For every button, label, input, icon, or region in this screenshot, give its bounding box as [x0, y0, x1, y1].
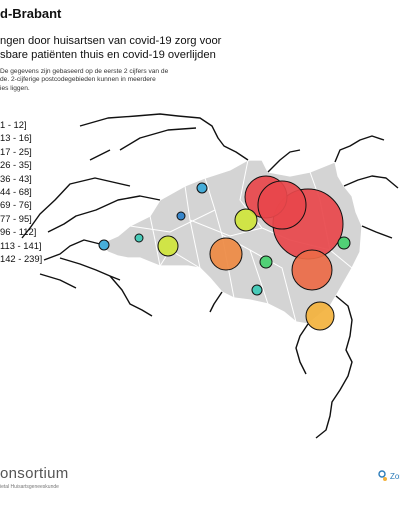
legend-item: 44 - 68]: [0, 186, 32, 198]
legend-item: 1 - 12]: [0, 119, 27, 130]
legend-item: 142 - 239]: [0, 253, 43, 265]
legend-item: 77 - 95]: [0, 212, 32, 224]
border-lines: [21, 113, 399, 439]
map-marker[interactable]: [196, 182, 208, 194]
page-subtitle: ngen door huisartsen van covid-19 zorg v…: [0, 35, 222, 61]
footer-brand: onsortium: [0, 465, 69, 482]
legend-item: 36 - 43]: [0, 172, 32, 184]
legend-item: 96 - 112]: [0, 226, 37, 238]
map-marker[interactable]: [157, 235, 179, 257]
map-marker[interactable]: [259, 255, 273, 269]
map-marker[interactable]: [337, 236, 351, 250]
legend-item: 113 - 141]: [0, 239, 42, 251]
data-note: De gegevens zijn gebaseerd op de eerste …: [0, 68, 169, 92]
map-marker[interactable]: [305, 301, 335, 331]
legend: 1 - 12] 13 - 16] 17 - 25] 26 - 35] 36 - …: [0, 118, 90, 265]
map-marker[interactable]: [291, 249, 333, 291]
legend-item: 13 - 16]: [0, 132, 32, 144]
page-title: d-Brabant: [0, 6, 62, 21]
zorg-logo-icon: [378, 470, 387, 481]
marker-layer: [98, 175, 351, 331]
footer-right-text: Zor: [390, 471, 400, 481]
footer-brand-sub: ietal Huisartsgeneeskunde: [0, 484, 59, 490]
map-marker[interactable]: [251, 284, 263, 296]
legend-item: 69 - 76]: [0, 199, 32, 211]
map-marker[interactable]: [257, 180, 307, 230]
map-marker[interactable]: [209, 237, 243, 271]
map-marker[interactable]: [134, 233, 144, 243]
map-marker[interactable]: [234, 208, 258, 232]
map-marker[interactable]: [176, 211, 186, 221]
map-marker[interactable]: [98, 239, 110, 251]
legend-item: 26 - 35]: [0, 159, 32, 171]
legend-item: 17 - 25]: [0, 145, 32, 157]
footer-right: Zor: [378, 470, 400, 482]
